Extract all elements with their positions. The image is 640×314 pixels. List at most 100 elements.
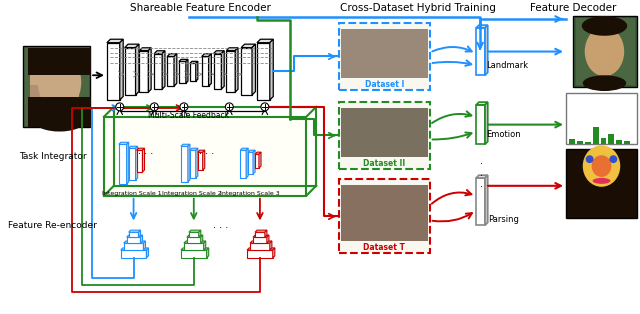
Polygon shape xyxy=(136,146,138,180)
Bar xyxy=(28,97,91,127)
Polygon shape xyxy=(476,178,485,225)
Polygon shape xyxy=(181,144,190,146)
Polygon shape xyxy=(181,250,207,258)
Text: Integration Scale 2: Integration Scale 2 xyxy=(162,191,221,196)
Polygon shape xyxy=(240,148,248,150)
Polygon shape xyxy=(196,61,198,81)
Text: · · ·: · · · xyxy=(213,223,228,233)
Polygon shape xyxy=(120,39,123,100)
Polygon shape xyxy=(190,61,198,63)
Bar xyxy=(577,141,583,144)
Polygon shape xyxy=(179,59,188,62)
Text: Integration Scale 1: Integration Scale 1 xyxy=(102,191,161,196)
Polygon shape xyxy=(253,150,255,174)
Circle shape xyxy=(180,103,188,111)
Bar xyxy=(341,185,428,241)
Polygon shape xyxy=(148,48,151,92)
Polygon shape xyxy=(485,25,488,75)
Polygon shape xyxy=(248,150,255,152)
Text: Parsing: Parsing xyxy=(488,215,519,224)
Polygon shape xyxy=(124,241,145,243)
Polygon shape xyxy=(255,230,267,232)
Polygon shape xyxy=(127,142,129,184)
Polygon shape xyxy=(119,142,129,144)
Polygon shape xyxy=(147,248,148,258)
Polygon shape xyxy=(241,48,252,95)
Polygon shape xyxy=(221,51,224,89)
Polygon shape xyxy=(136,148,145,150)
Polygon shape xyxy=(227,48,238,51)
Polygon shape xyxy=(214,53,221,89)
Text: Feature Decoder: Feature Decoder xyxy=(530,3,616,13)
Polygon shape xyxy=(252,44,255,95)
Polygon shape xyxy=(189,232,198,237)
Bar xyxy=(566,149,637,219)
Polygon shape xyxy=(476,105,485,144)
Text: Dataset II: Dataset II xyxy=(363,159,405,168)
Polygon shape xyxy=(184,243,204,250)
Ellipse shape xyxy=(35,48,84,73)
Polygon shape xyxy=(250,241,272,243)
Bar xyxy=(609,134,614,144)
Polygon shape xyxy=(174,54,177,86)
Polygon shape xyxy=(127,235,143,237)
Bar xyxy=(339,102,429,169)
Polygon shape xyxy=(107,43,120,100)
Bar xyxy=(339,23,429,90)
Text: Dataset T: Dataset T xyxy=(364,242,405,252)
Polygon shape xyxy=(257,43,270,100)
Polygon shape xyxy=(253,237,267,243)
Polygon shape xyxy=(187,237,201,243)
Text: Feature Re-encoder: Feature Re-encoder xyxy=(8,221,97,230)
Polygon shape xyxy=(121,248,148,250)
Polygon shape xyxy=(190,150,196,178)
Polygon shape xyxy=(202,57,209,86)
Ellipse shape xyxy=(591,155,611,177)
Polygon shape xyxy=(154,53,162,89)
Ellipse shape xyxy=(583,145,620,187)
Polygon shape xyxy=(179,62,186,83)
Polygon shape xyxy=(190,148,198,150)
Polygon shape xyxy=(253,235,269,237)
Polygon shape xyxy=(247,250,273,258)
Ellipse shape xyxy=(593,178,611,184)
Bar xyxy=(28,48,91,75)
Bar xyxy=(23,46,90,127)
Polygon shape xyxy=(127,237,140,243)
Polygon shape xyxy=(129,148,136,180)
Polygon shape xyxy=(227,51,236,92)
Polygon shape xyxy=(255,152,261,154)
Bar xyxy=(339,179,429,253)
Polygon shape xyxy=(125,48,136,95)
Bar xyxy=(569,139,575,144)
Polygon shape xyxy=(257,39,273,43)
Text: Emotion: Emotion xyxy=(486,130,521,139)
Polygon shape xyxy=(241,44,255,48)
Polygon shape xyxy=(190,63,196,81)
Text: Integration Scale 3: Integration Scale 3 xyxy=(220,191,280,196)
Polygon shape xyxy=(240,150,246,178)
Polygon shape xyxy=(107,39,123,43)
Polygon shape xyxy=(162,51,165,89)
Polygon shape xyxy=(201,235,203,243)
Circle shape xyxy=(261,103,269,111)
Text: Shareable Feature Encoder: Shareable Feature Encoder xyxy=(131,3,271,13)
Circle shape xyxy=(150,103,158,111)
Polygon shape xyxy=(265,230,267,237)
Polygon shape xyxy=(476,25,488,28)
Polygon shape xyxy=(167,57,174,86)
Polygon shape xyxy=(485,102,488,144)
Circle shape xyxy=(609,155,618,163)
Bar xyxy=(624,141,630,144)
Polygon shape xyxy=(236,48,238,92)
Polygon shape xyxy=(267,235,269,243)
Polygon shape xyxy=(181,146,188,182)
Polygon shape xyxy=(476,28,485,75)
Polygon shape xyxy=(140,48,151,51)
Polygon shape xyxy=(143,241,145,250)
Polygon shape xyxy=(125,44,139,48)
Bar xyxy=(566,93,637,144)
Polygon shape xyxy=(198,150,205,152)
Polygon shape xyxy=(214,51,224,53)
Polygon shape xyxy=(167,54,177,57)
